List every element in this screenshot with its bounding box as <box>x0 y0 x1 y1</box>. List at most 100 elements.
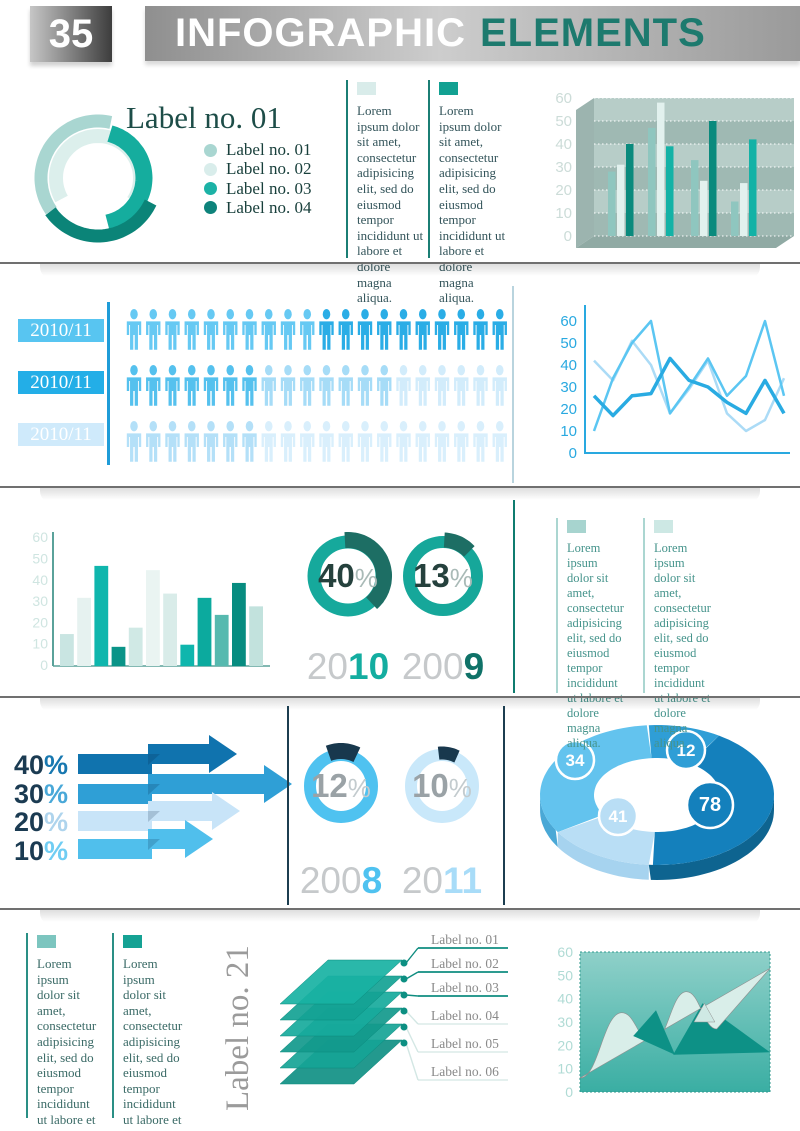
person-icon <box>300 365 315 406</box>
legend-dot <box>204 182 217 196</box>
person-icon <box>126 421 142 462</box>
svg-text:12: 12 <box>677 741 696 760</box>
person-icon <box>184 421 199 462</box>
legend-item: Label no. 04 <box>204 198 311 218</box>
svg-text:20: 20 <box>557 1037 573 1053</box>
percent-sign: % <box>44 835 69 866</box>
person-icon <box>454 309 469 350</box>
person-icon <box>434 309 450 350</box>
svg-text:40: 40 <box>557 991 573 1007</box>
person-icon <box>184 309 199 350</box>
svg-text:40: 40 <box>32 572 48 588</box>
svg-text:40: 40 <box>555 136 572 153</box>
legend-item-label: Label no. 04 <box>226 197 312 217</box>
person-icon <box>415 309 430 350</box>
bar-chart: 0 10 20 30 40 50 60 <box>32 529 270 673</box>
person-icon <box>280 365 296 406</box>
lorem-text: Lorem ipsum dolor sit amet, consectetur … <box>123 956 183 1131</box>
person-icon <box>126 309 142 350</box>
text-column: Lorem ipsum dolor sit amet, consectetur … <box>26 933 98 1131</box>
person-icon <box>396 365 411 406</box>
person-icon <box>434 365 450 406</box>
svg-text:50: 50 <box>32 551 48 567</box>
person-icon <box>338 365 353 406</box>
svg-text:0: 0 <box>569 445 577 462</box>
color-swatch <box>439 82 458 95</box>
divider-line <box>0 908 800 925</box>
ring-arc-chart <box>34 114 157 243</box>
svg-text:0: 0 <box>565 1084 573 1100</box>
svg-text:40: 40 <box>560 357 577 374</box>
text-column: Lorem ipsum dolor sit amet, consectetur … <box>643 518 711 750</box>
person-icon <box>184 365 199 406</box>
bar3d-chart: 0 10 20 30 40 50 60 <box>555 90 794 248</box>
person-icon <box>126 365 142 406</box>
arrow-row-label: 20% <box>14 807 69 837</box>
color-swatch <box>357 82 376 95</box>
person-icon <box>415 365 430 406</box>
person-icon <box>473 421 488 462</box>
legend-item: Label no. 03 <box>204 179 311 199</box>
person-icon <box>146 421 161 462</box>
pictograph-chart <box>126 309 507 462</box>
person-icon <box>415 421 430 462</box>
person-icon <box>280 309 296 350</box>
pie-badge: 12 <box>665 729 707 771</box>
person-icon <box>492 309 507 350</box>
legend-item: Label no. 02 <box>204 159 311 179</box>
color-swatch <box>37 935 56 948</box>
pictograph-year-label: 2010/11 <box>18 319 104 342</box>
color-swatch <box>567 520 586 533</box>
svg-text:50: 50 <box>557 967 573 983</box>
arrow-chart <box>78 735 292 859</box>
svg-text:60: 60 <box>32 529 48 545</box>
svg-text:10: 10 <box>32 636 48 652</box>
person-icon <box>473 365 488 406</box>
donut-charts-teal: 40% 2010 13% 2009 <box>307 532 484 687</box>
person-icon <box>492 421 507 462</box>
separator-line <box>512 286 514 483</box>
person-icon <box>377 421 392 462</box>
divider-line <box>0 486 800 503</box>
layer-callout-label: Label no. 02 <box>431 956 499 971</box>
svg-text:60: 60 <box>557 944 573 960</box>
percent-sign: % <box>44 750 69 780</box>
person-icon <box>319 309 334 350</box>
legend-dot <box>204 143 217 157</box>
svg-text:30: 30 <box>557 1014 573 1030</box>
divider-line <box>0 262 800 279</box>
person-icon <box>357 421 373 462</box>
text-column: Lorem ipsum dolor sit amet, consectetur … <box>346 80 426 305</box>
person-icon <box>396 309 411 350</box>
person-icon <box>300 421 315 462</box>
percent-sign: % <box>44 807 69 837</box>
percent-sign: % <box>44 778 69 809</box>
donut-year: 2008 <box>300 860 382 901</box>
legend-dot <box>204 201 217 215</box>
text-column: Lorem ipsum dolor sit amet, consectetur … <box>112 933 184 1131</box>
legend-item-label: Label no. 01 <box>226 140 312 159</box>
person-icon <box>261 365 276 406</box>
svg-text:34: 34 <box>566 751 585 770</box>
divider-line <box>0 696 800 713</box>
person-icon <box>377 365 392 406</box>
layer-callout-label: Label no. 03 <box>431 980 499 995</box>
svg-text:30: 30 <box>560 379 577 396</box>
person-icon <box>223 421 238 462</box>
pictograph-year-label: 2010/11 <box>18 423 104 446</box>
header-banner: INFOGRAPHIC ELEMENTS <box>145 6 800 61</box>
lorem-text: Lorem ipsum dolor sit amet, consectetur … <box>37 956 97 1131</box>
donut-percent: 40% <box>318 557 378 594</box>
layer-callout-label: Label no. 01 <box>431 932 499 947</box>
pie-badge: 78 <box>685 780 735 830</box>
person-icon <box>473 309 488 350</box>
person-icon <box>492 365 507 406</box>
svg-text:50: 50 <box>555 113 572 130</box>
svg-text:41: 41 <box>609 807 628 826</box>
lorem-text: Lorem ipsum dolor sit amet, consectetur … <box>357 103 424 306</box>
layers-diagram: Label no. 01 Label no. 02 Label no. 03 Labe… <box>279 932 508 1085</box>
pie3d-chart: 34 12 41 78 <box>540 725 774 880</box>
arrow-row-label: 10% <box>14 835 69 866</box>
color-swatch <box>123 935 142 948</box>
